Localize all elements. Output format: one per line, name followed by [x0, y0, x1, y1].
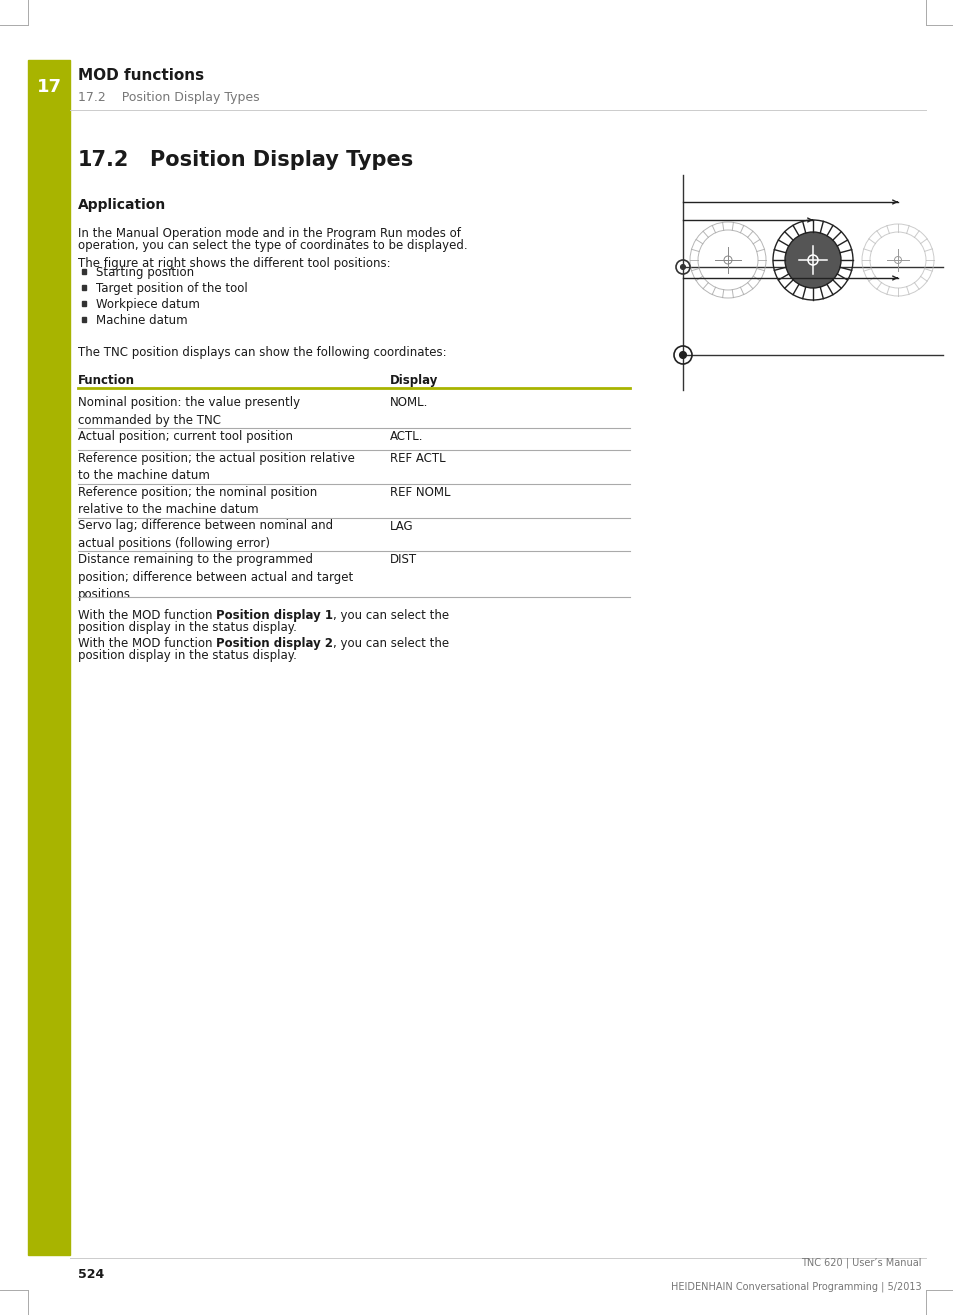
Text: position display in the status display.: position display in the status display.: [78, 621, 296, 634]
Text: operation, you can select the type of coordinates to be displayed.: operation, you can select the type of co…: [78, 239, 467, 252]
Bar: [82, 285, 87, 289]
Text: REF NOML: REF NOML: [390, 485, 450, 498]
Text: 17.2: 17.2: [78, 150, 130, 170]
Text: 524: 524: [78, 1269, 104, 1282]
Text: With the MOD function: With the MOD function: [78, 636, 216, 650]
Text: Reference position; the nominal position
relative to the machine datum: Reference position; the nominal position…: [78, 485, 317, 517]
Text: DIST: DIST: [390, 554, 416, 567]
Text: Position Display Types: Position Display Types: [150, 150, 413, 170]
Bar: [82, 270, 87, 274]
Text: Target position of the tool: Target position of the tool: [96, 283, 248, 295]
Text: Nominal position: the value presently
commanded by the TNC: Nominal position: the value presently co…: [78, 396, 300, 426]
Text: Distance remaining to the programmed
position; difference between actual and tar: Distance remaining to the programmed pos…: [78, 554, 353, 601]
Text: REF ACTL: REF ACTL: [390, 452, 445, 466]
Text: , you can select the: , you can select the: [333, 636, 449, 650]
Text: NOML.: NOML.: [390, 396, 428, 409]
Text: ACTL.: ACTL.: [390, 430, 423, 443]
Text: Function: Function: [78, 375, 135, 388]
Text: 17.2    Position Display Types: 17.2 Position Display Types: [78, 91, 259, 104]
Text: Actual position; current tool position: Actual position; current tool position: [78, 430, 293, 443]
Bar: [82, 301, 87, 306]
Text: Position display 2: Position display 2: [216, 636, 333, 650]
Text: With the MOD function: With the MOD function: [78, 609, 216, 622]
Bar: [28, 60, 70, 1255]
Text: HEIDENHAIN Conversational Programming | 5/2013: HEIDENHAIN Conversational Programming | …: [671, 1282, 921, 1293]
Text: Workpiece datum: Workpiece datum: [96, 299, 200, 312]
Text: In the Manual Operation mode and in the Program Run modes of: In the Manual Operation mode and in the …: [78, 227, 460, 241]
Text: Starting position: Starting position: [96, 266, 193, 279]
Circle shape: [679, 351, 686, 359]
Text: Machine datum: Machine datum: [96, 314, 188, 327]
Circle shape: [784, 231, 841, 288]
Text: TNC 620 | User’s Manual: TNC 620 | User’s Manual: [801, 1257, 921, 1268]
Text: Reference position; the actual position relative
to the machine datum: Reference position; the actual position …: [78, 452, 355, 483]
Text: Position display 1: Position display 1: [216, 609, 333, 622]
Text: Servo lag; difference between nominal and
actual positions (following error): Servo lag; difference between nominal an…: [78, 519, 333, 550]
Text: , you can select the: , you can select the: [333, 609, 449, 622]
Text: 17: 17: [36, 78, 61, 96]
Text: position display in the status display.: position display in the status display.: [78, 648, 296, 661]
Text: Application: Application: [78, 199, 166, 212]
Bar: [82, 317, 87, 322]
Text: MOD functions: MOD functions: [78, 67, 204, 83]
Text: The TNC position displays can show the following coordinates:: The TNC position displays can show the f…: [78, 346, 446, 359]
Circle shape: [679, 264, 685, 270]
Text: The figure at right shows the different tool positions:: The figure at right shows the different …: [78, 256, 390, 270]
Text: LAG: LAG: [390, 519, 414, 533]
Text: Display: Display: [390, 375, 438, 388]
